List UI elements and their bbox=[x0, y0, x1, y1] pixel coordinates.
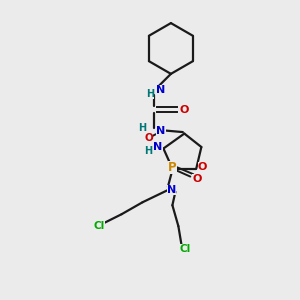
Text: Cl: Cl bbox=[94, 221, 105, 231]
Text: O: O bbox=[180, 105, 189, 115]
Text: N: N bbox=[156, 85, 166, 95]
Text: N: N bbox=[153, 142, 163, 152]
Text: H: H bbox=[146, 89, 154, 99]
Text: N: N bbox=[167, 185, 176, 195]
Text: H: H bbox=[138, 123, 146, 133]
Text: N: N bbox=[156, 126, 166, 136]
Text: P: P bbox=[168, 160, 177, 173]
Text: O: O bbox=[144, 133, 153, 143]
Text: H: H bbox=[144, 146, 153, 156]
Text: O: O bbox=[192, 174, 202, 184]
Text: O: O bbox=[198, 162, 207, 172]
Text: Cl: Cl bbox=[180, 244, 191, 254]
